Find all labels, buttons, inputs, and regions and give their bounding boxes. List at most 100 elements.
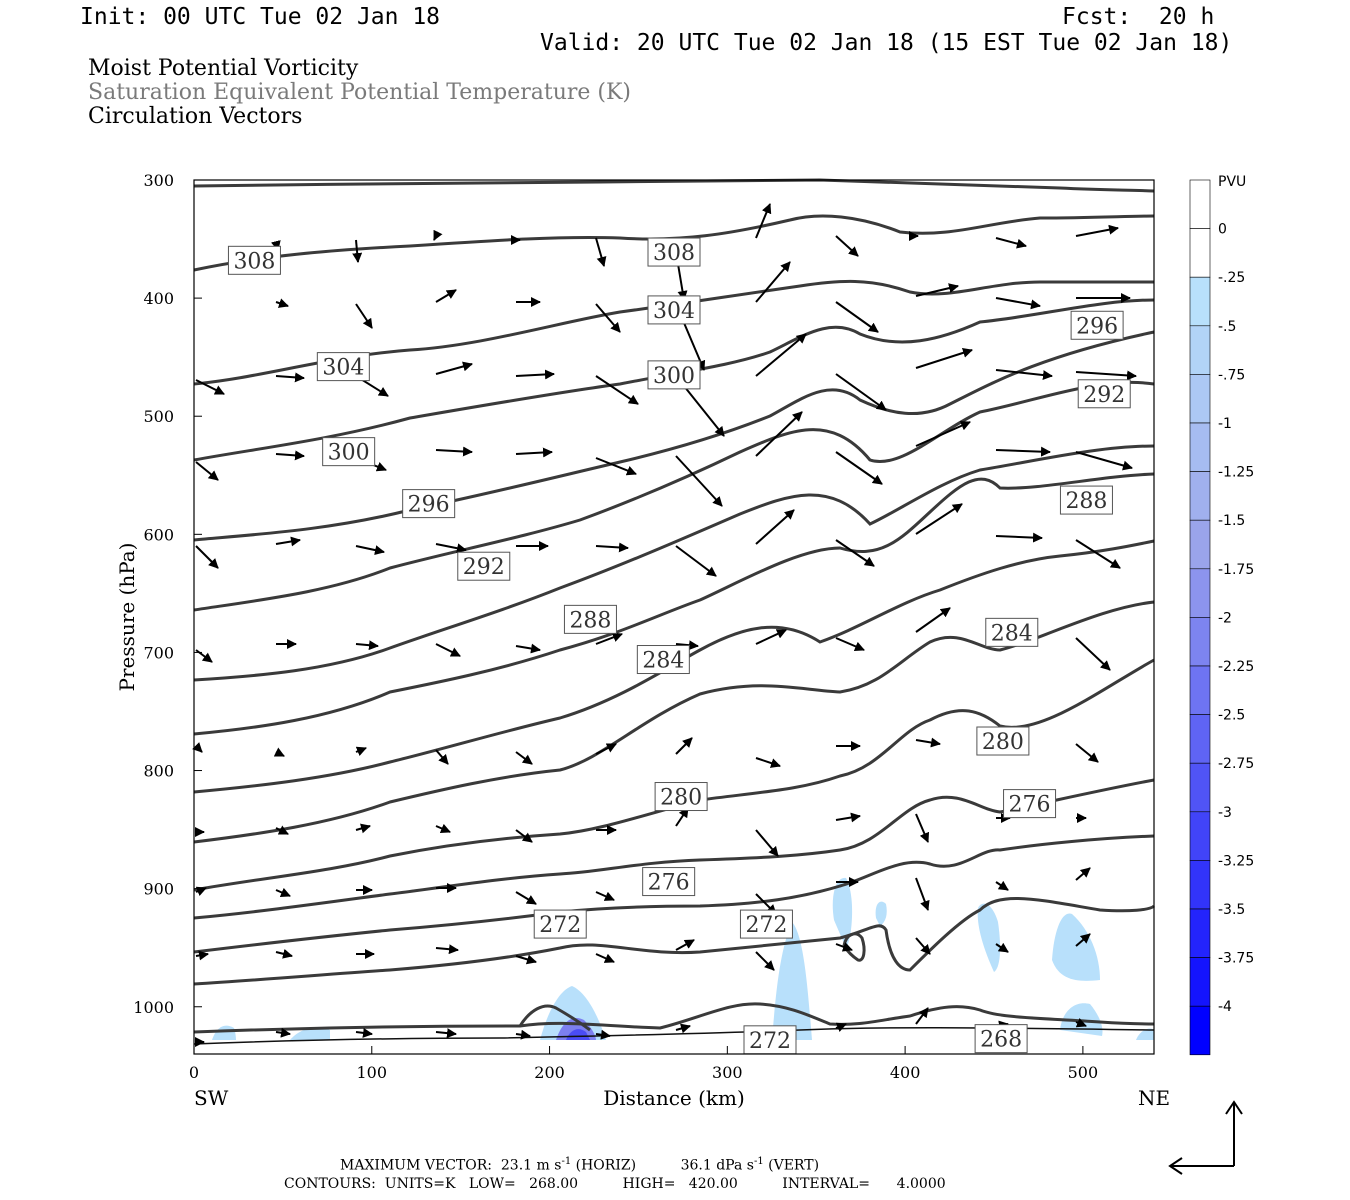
wind-vector <box>675 545 717 577</box>
wind-vector <box>1075 539 1121 569</box>
colorbar-swatch <box>1189 471 1211 521</box>
colorbar-swatch <box>1189 1005 1211 1056</box>
wind-vector <box>595 632 623 645</box>
wind-vector <box>595 303 621 333</box>
contour-label: 272 <box>533 909 587 939</box>
theta-contour <box>193 178 1155 193</box>
wind-vector <box>995 942 1009 953</box>
y-tick-label: 1000 <box>133 998 174 1017</box>
wind-vector <box>435 361 473 375</box>
theta-contour <box>193 896 1156 986</box>
wind-vector <box>755 629 787 645</box>
wind-vector <box>515 751 533 765</box>
wind-vector <box>435 823 451 834</box>
theta-contour <box>193 1002 1155 1034</box>
contour-label-box <box>636 645 690 675</box>
wind-vector <box>515 369 555 380</box>
colorbar-swatch <box>1189 179 1211 229</box>
init-time: Init: 00 UTC Tue 02 Jan 18 <box>80 4 441 30</box>
contour-label: 288 <box>1059 485 1113 515</box>
colorbar-label: -2.5 <box>1218 708 1245 724</box>
theta-contour <box>193 600 1155 844</box>
valid-time: Valid: 20 UTC Tue 02 Jan 18 (15 EST Tue … <box>540 30 1233 56</box>
wind-vector <box>915 503 963 535</box>
wind-vector <box>835 637 865 652</box>
wind-vector <box>515 643 541 654</box>
wind-vector <box>355 640 379 651</box>
colorbar-label: -2.75 <box>1218 756 1254 772</box>
colorbar-label: -1 <box>1218 416 1232 432</box>
field-title-pv: Moist Potential Vorticity <box>88 56 359 81</box>
x-axis-right-end: NE <box>1138 1086 1170 1110</box>
wind-vector <box>755 203 772 239</box>
wind-vector <box>915 937 931 955</box>
wind-vector <box>355 1027 373 1038</box>
wind-vector <box>195 545 219 569</box>
contour-label: 288 <box>563 604 617 634</box>
wind-vector <box>435 446 473 457</box>
contour-label-box <box>739 909 793 939</box>
wind-vector <box>675 1023 691 1034</box>
colorbar-label: -.25 <box>1218 270 1245 286</box>
x-tick-label: 0 <box>189 1063 199 1082</box>
colorbar-label: -1.25 <box>1218 465 1254 481</box>
wind-vector <box>352 239 363 263</box>
colorbar-swatch <box>1189 860 1211 910</box>
contour-label-box <box>647 237 701 267</box>
contour-label-text: 272 <box>745 913 787 938</box>
pv-region <box>977 903 1001 972</box>
contour-label-box <box>533 909 587 939</box>
x-axis-left-end: SW <box>194 1086 229 1110</box>
contour-label-box <box>642 867 696 897</box>
theta-contour <box>193 279 1154 386</box>
colorbar-label: -3.25 <box>1218 853 1254 869</box>
contour-label-text: 280 <box>982 730 1024 755</box>
colorbar-swatch <box>1189 325 1211 375</box>
wind-vector <box>1075 224 1119 237</box>
y-tick-label: 400 <box>143 289 174 308</box>
contour-label-text: 304 <box>653 299 695 324</box>
y-axis-title: Pressure (hPa) <box>115 543 139 692</box>
wind-vector <box>195 379 225 395</box>
wind-vector <box>275 887 291 898</box>
colorbar-swatch <box>1189 762 1211 813</box>
wind-vector <box>355 303 373 329</box>
wind-vector <box>275 450 305 461</box>
contour-label: 292 <box>457 551 511 581</box>
y-tick-label: 600 <box>143 525 174 544</box>
y-tick-label: 900 <box>143 880 174 899</box>
pv-region <box>875 901 887 926</box>
contour-label: 280 <box>654 782 708 812</box>
contour-label-box <box>457 551 511 581</box>
wind-vector <box>675 455 723 507</box>
wind-vector <box>835 451 883 485</box>
contour-label-text: 288 <box>569 608 611 633</box>
contour-label-text: 284 <box>991 621 1033 646</box>
wind-vector <box>275 536 301 547</box>
colorbar-label: -2.25 <box>1218 659 1254 675</box>
wind-vector <box>835 373 887 411</box>
contour-label: 272 <box>739 909 793 939</box>
contour-label-box <box>316 352 370 382</box>
colorbar-unit: PVU <box>1218 174 1246 190</box>
pv-region <box>772 922 812 1040</box>
contour-label-box <box>976 726 1030 756</box>
contour-label-text: 292 <box>463 555 505 580</box>
wind-vector <box>433 229 443 241</box>
colorbar-swatch <box>1189 617 1211 667</box>
x-axis-title: Distance (km) <box>603 1086 745 1110</box>
wind-vector <box>595 953 615 963</box>
x-tick-label: 200 <box>534 1063 565 1082</box>
colorbar-label: -1.5 <box>1218 513 1245 529</box>
theta-contour <box>193 778 1155 920</box>
wind-vector <box>995 297 1041 310</box>
wind-vector <box>835 235 859 257</box>
wind-vector <box>915 421 971 447</box>
contour-label-box <box>1070 310 1124 340</box>
contour-label-text: 300 <box>328 441 370 466</box>
contour-label-box <box>654 782 708 812</box>
wind-vector <box>435 944 459 955</box>
wind-vector <box>1075 867 1091 881</box>
contour-label: 284 <box>636 645 690 675</box>
colorbar-swatch <box>1189 665 1211 715</box>
